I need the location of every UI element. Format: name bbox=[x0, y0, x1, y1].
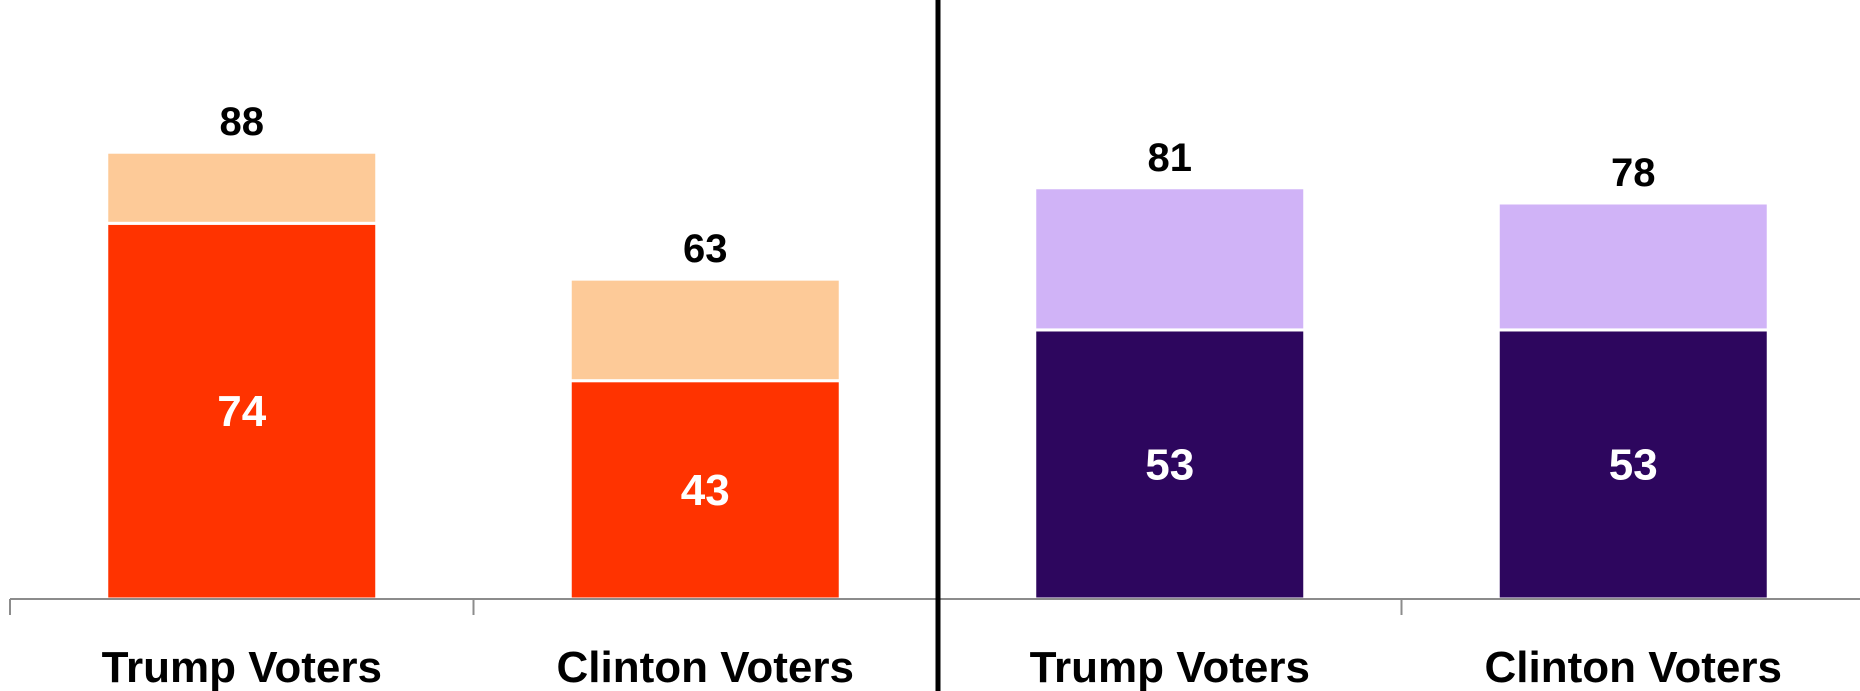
bar-panel2-1-segment2 bbox=[1033, 186, 1307, 332]
bar-panel2-2-segment1 bbox=[1496, 328, 1770, 601]
bar-panel1-2-segment2 bbox=[568, 277, 842, 383]
data-label-inner-panel1-1: 74 bbox=[217, 387, 266, 436]
data-label-inner-panel2-2: 53 bbox=[1609, 440, 1658, 489]
data-label-inner-panel1-2: 43 bbox=[681, 466, 730, 515]
data-label-total-panel1-2: 63 bbox=[683, 227, 728, 271]
category-label-panel2-1: Trump Voters bbox=[1030, 643, 1310, 691]
bar-panel1-1-segment1 bbox=[105, 221, 379, 601]
bar-panel1-2-segment1 bbox=[568, 379, 842, 601]
data-label-total-panel1-1: 88 bbox=[220, 100, 265, 144]
data-label-inner-panel2-1: 53 bbox=[1145, 440, 1194, 489]
data-label-total-panel2-2: 78 bbox=[1611, 151, 1656, 195]
category-label-panel2-2: Clinton Voters bbox=[1485, 643, 1782, 691]
category-label-panel1-1: Trump Voters bbox=[102, 643, 382, 691]
data-label-total-panel2-1: 81 bbox=[1148, 136, 1193, 180]
bar-panel1-1-segment2 bbox=[105, 150, 379, 225]
bar-panel2-1-segment1 bbox=[1033, 328, 1307, 601]
category-label-panel1-2: Clinton Voters bbox=[557, 643, 854, 691]
bar-panel2-2-segment2 bbox=[1496, 201, 1770, 332]
